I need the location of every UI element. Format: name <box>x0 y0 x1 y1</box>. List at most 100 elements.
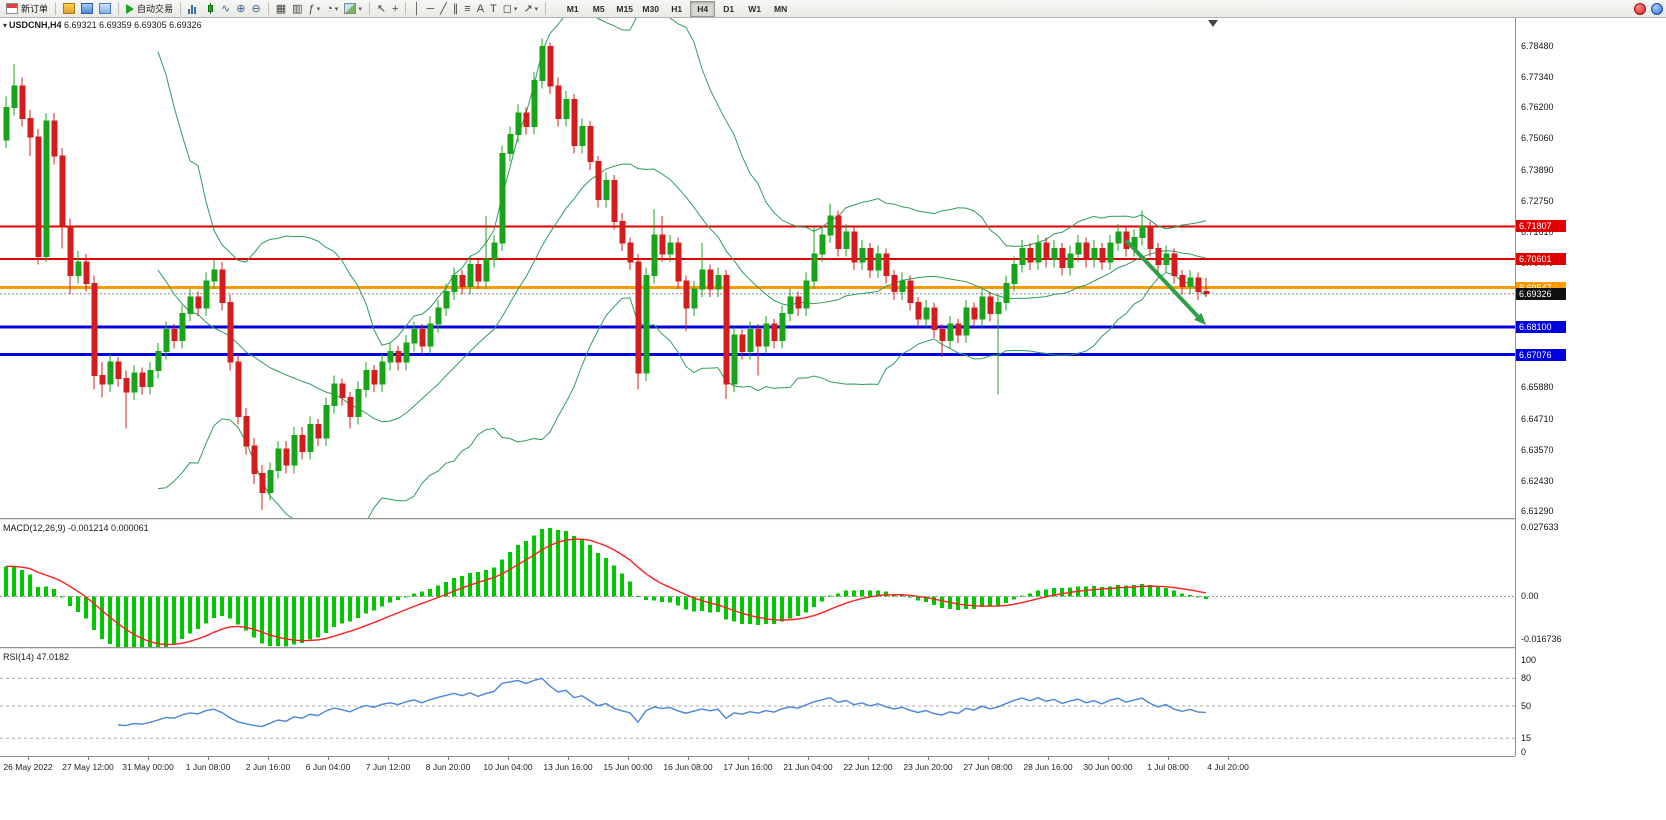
timeframe-H1[interactable]: H1 <box>671 3 683 14</box>
time-axis-label: 31 May 00:00 <box>122 762 174 772</box>
timeframe-M15[interactable]: M15 <box>616 3 633 14</box>
bar-chart-type-button[interactable] <box>185 1 203 17</box>
autotrade-play-icon <box>126 3 135 14</box>
chart-shift-marker-icon[interactable] <box>1208 20 1218 27</box>
price-level-tag: 6.71807 <box>1516 220 1566 233</box>
data-window-button[interactable] <box>78 1 96 17</box>
price-axis-label: 6.64710 <box>1521 413 1554 424</box>
rsi-axis-label: 80 <box>1521 673 1532 684</box>
timeframe-M5[interactable]: M5 <box>592 3 605 14</box>
price-axis-label: 6.62430 <box>1521 475 1554 486</box>
auto-trading-button[interactable]: 自动交易 <box>123 1 176 17</box>
new-order-label: 新订单 <box>21 4 49 14</box>
timeframe-H4[interactable]: H4 <box>690 0 716 17</box>
price-axis-label: 6.72750 <box>1521 195 1554 206</box>
channel-icon: ∥ <box>452 2 459 15</box>
horizontal-line-icon: ─ <box>426 2 435 15</box>
timeframe-toolbar: M1 M5 M15 M30 H1 H4 D1 W1 MN <box>560 0 793 17</box>
cascade-windows-button[interactable]: ▥ <box>289 1 305 17</box>
rsi-level-lines <box>0 677 1515 739</box>
tile-windows-button[interactable]: ▦ <box>273 1 289 17</box>
channel-tool-button[interactable]: ∥ <box>450 1 462 17</box>
time-axis-tick <box>1048 757 1049 760</box>
time-axis-tick <box>868 757 869 760</box>
time-axis-tick <box>1228 757 1229 760</box>
rsi-axis-label: 15 <box>1521 733 1532 744</box>
auto-trading-label: 自动交易 <box>137 4 174 14</box>
navigator-button[interactable] <box>96 1 114 17</box>
toolbar-separator <box>545 2 547 15</box>
candlestick-icon <box>206 2 215 15</box>
time-axis-label: 10 Jun 04:00 <box>483 762 533 772</box>
time-axis-tick <box>568 757 569 760</box>
arrow-tool-button[interactable]: ↗ ▾ <box>520 1 541 17</box>
status-blue-icon[interactable] <box>1651 2 1663 15</box>
time-axis-tick <box>88 757 89 760</box>
symbol-label: USDCNH,H4 <box>9 20 62 30</box>
trend-arrow[interactable] <box>1124 238 1206 326</box>
line-chart-type-button[interactable]: ∿ <box>218 1 233 17</box>
template-button[interactable]: ▾ <box>341 1 365 17</box>
zoom-in-button[interactable]: ⊕ <box>233 1 248 17</box>
timeframe-W1[interactable]: W1 <box>748 3 762 14</box>
time-axis-label: 1 Jul 08:00 <box>1147 762 1189 772</box>
time-axis-label: 1 Jun 08:00 <box>185 762 231 772</box>
time-axis-label: 7 Jun 12:00 <box>365 762 411 772</box>
label-tool-button[interactable]: T <box>487 1 500 17</box>
status-red-icon[interactable] <box>1634 2 1646 15</box>
shapes-tool-button[interactable]: ◻ ▾ <box>500 1 521 17</box>
time-axis-tick <box>208 757 209 760</box>
time-axis-tick <box>928 757 929 760</box>
timeframe-M1[interactable]: M1 <box>566 3 579 14</box>
price-axis-label: 6.61290 <box>1521 506 1554 517</box>
timeframe-D1[interactable]: D1 <box>723 3 735 14</box>
panel-separator[interactable] <box>0 518 1666 521</box>
time-axis-label: 15 Jun 00:00 <box>603 762 653 772</box>
time-axis-tick <box>988 757 989 760</box>
chevron-down-icon: ▾ <box>316 5 321 13</box>
cursor-tool-button[interactable]: ↖ <box>374 1 389 17</box>
market-watch-button[interactable] <box>60 1 78 17</box>
indicators-button[interactable]: ƒ ▾ <box>306 1 324 17</box>
price-axis-label: 6.75060 <box>1521 133 1554 144</box>
time-axis-label: 27 May 12:00 <box>62 762 114 772</box>
price-axis[interactable]: 6.78480 6.77340 6.76200 6.75060 6.73890 6.727… <box>1515 18 1666 757</box>
text-tool-button[interactable]: A <box>474 1 487 17</box>
trendline-tool-button[interactable]: ╱ <box>437 1 450 17</box>
vertical-line-tool-button[interactable]: │ <box>410 1 423 17</box>
price-level-tag: 6.68100 <box>1516 320 1566 333</box>
new-order-icon <box>6 3 18 14</box>
timeframe-M30[interactable]: M30 <box>642 3 659 14</box>
period-button[interactable]: ◔ ▾ <box>323 1 341 17</box>
collapse-arrow-icon[interactable]: ▾ <box>3 21 8 30</box>
panel-separator[interactable] <box>0 647 1666 650</box>
rsi-axis-label: 0 <box>1521 747 1527 757</box>
new-order-button[interactable]: 新订单 <box>3 1 51 17</box>
fibonacci-tool-button[interactable]: ≡ <box>461 1 473 17</box>
macd-canvas[interactable] <box>0 521 1515 647</box>
rsi-canvas[interactable] <box>0 650 1515 756</box>
timeframe-MN[interactable]: MN <box>774 3 788 14</box>
horizontal-line-tool-button[interactable]: ─ <box>423 1 437 17</box>
price-chart-canvas[interactable] <box>0 18 1515 518</box>
macd-axis-label: -0.016736 <box>1521 633 1562 644</box>
macd-axis-label: 0.027633 <box>1521 521 1559 532</box>
time-axis-tick <box>448 757 449 760</box>
price-axis-label: 6.77340 <box>1521 71 1554 82</box>
macd-histogram <box>4 527 1208 647</box>
time-axis[interactable]: 26 May 2022 27 May 12:00 31 May 00:00 1 Jun… <box>0 756 1515 777</box>
time-axis-label: 28 Jun 16:00 <box>1023 762 1073 772</box>
market-watch-icon <box>63 3 76 14</box>
time-axis-label: 6 Jun 04:00 <box>305 762 351 772</box>
crosshair-icon: + <box>392 2 399 15</box>
rsi-axis-label: 100 <box>1521 655 1537 665</box>
time-axis-tick <box>628 757 629 760</box>
crosshair-tool-button[interactable]: + <box>389 1 401 17</box>
main-toolbar: 新订单 自动交易 ∿ ⊕ ⊖ ▦ ▥ ƒ ▾ ◔ ▾ ▾ ↖ + │ ─ ╱ <box>0 0 1666 18</box>
zoom-out-button[interactable]: ⊖ <box>248 1 263 17</box>
bar-chart-icon <box>188 3 200 14</box>
time-axis-tick <box>748 757 749 760</box>
time-axis-label: 16 Jun 08:00 <box>663 762 713 772</box>
zoom-out-icon: ⊖ <box>251 2 261 15</box>
candlestick-type-button[interactable] <box>203 1 218 17</box>
